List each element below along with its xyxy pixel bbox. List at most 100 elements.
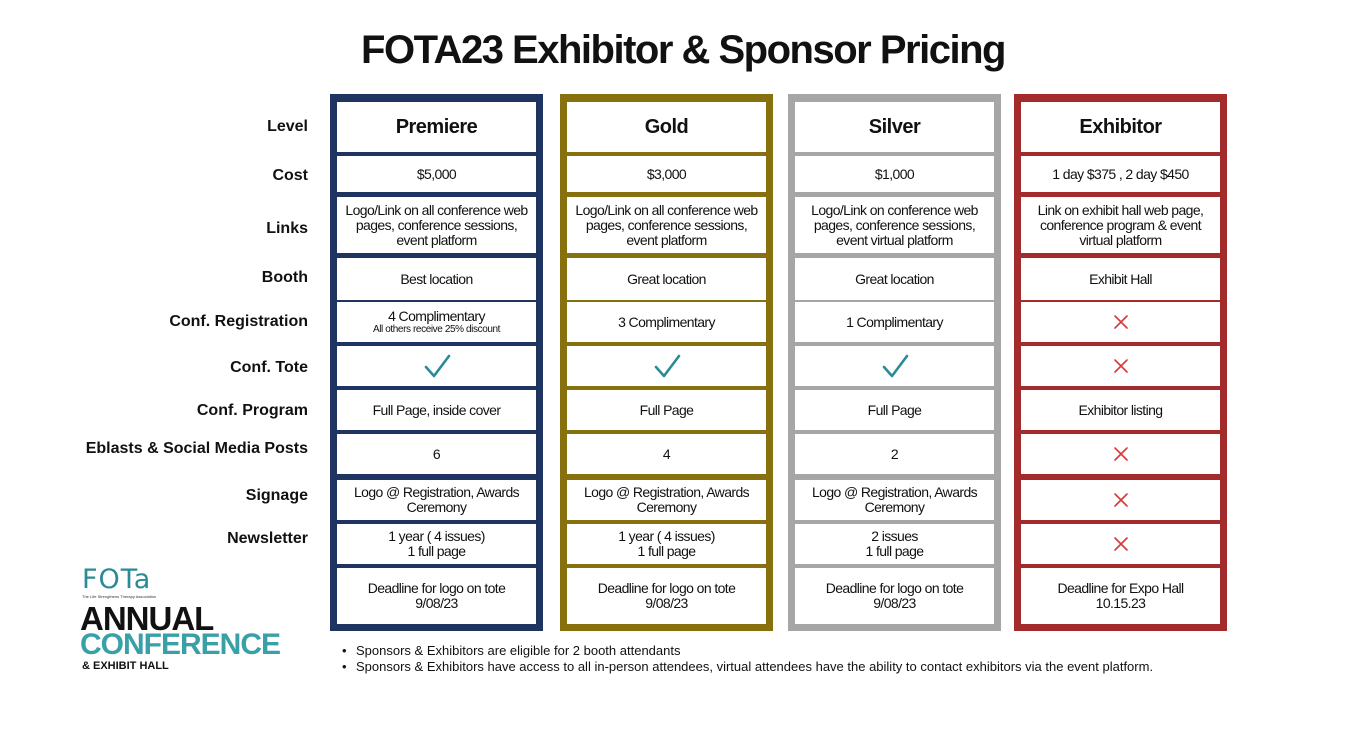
tier-newsletter: 2 issues 1 full page	[795, 524, 994, 564]
row-labels: Level Cost Links Booth Conf. Registratio…	[0, 0, 330, 734]
x-mark-icon	[1113, 315, 1128, 329]
tier-tote	[567, 346, 766, 386]
deadline-date: 10.15.23	[1095, 595, 1146, 611]
label-links: Links	[266, 220, 308, 237]
newsletter-size: 1 full page	[407, 543, 466, 559]
registration-note: All others receive 25% discount	[372, 324, 501, 335]
tier-deadline: Deadline for logo on tote 9/08/23	[795, 568, 994, 624]
newsletter-size: 1 full page	[637, 543, 696, 559]
program-text: Full Page, inside cover	[372, 401, 501, 418]
tier-signage: Logo @ Registration, Awards Ceremony	[567, 480, 766, 520]
tier-booth: Great location	[567, 258, 766, 300]
x-mark-icon	[1113, 493, 1128, 507]
tier-signage: Logo @ Registration, Awards Ceremony	[795, 480, 994, 520]
tier-deadline: Deadline for Expo Hall 10.15.23	[1021, 568, 1220, 624]
tier-signage: Logo @ Registration, Awards Ceremony	[337, 480, 536, 520]
checkmark-icon	[424, 354, 450, 378]
tier-column-gold: Gold $3,000 Logo/Link on all conference …	[560, 94, 773, 631]
deadline-text: Deadline for logo on tote	[825, 580, 964, 596]
tier-deadline: Deadline for logo on tote 9/08/23	[337, 568, 536, 624]
registration-text: 4 Complimentary	[388, 308, 485, 324]
notes-list: Sponsors & Exhibitors are eligible for 2…	[340, 643, 1340, 675]
tier-cost: $5,000	[337, 156, 536, 192]
checkmark-icon	[882, 354, 908, 378]
tier-eblasts	[1021, 434, 1220, 474]
tier-booth: Exhibit Hall	[1021, 258, 1220, 300]
label-eblasts: Eblasts & Social Media Posts	[85, 440, 308, 457]
eblasts-text: 2	[890, 445, 899, 462]
label-level: Level	[267, 118, 308, 135]
tier-deadline: Deadline for logo on tote 9/08/23	[567, 568, 766, 624]
tier-links: Link on exhibit hall web page, conferenc…	[1021, 197, 1220, 253]
links-text: Logo/Link on conference web pages, confe…	[811, 201, 978, 248]
newsletter-duration: 2 issues	[871, 528, 918, 544]
booth-text: Great location	[855, 270, 934, 287]
newsletter-duration: 1 year ( 4 issues)	[388, 528, 485, 544]
label-tote: Conf. Tote	[230, 359, 308, 376]
name-text: Premiere	[395, 115, 478, 138]
tier-signage	[1021, 480, 1220, 520]
logo-exhibit-hall: & EXHIBIT HALL	[82, 660, 169, 672]
tier-registration: 3 Complimentary	[567, 302, 766, 342]
registration-text: 3 Complimentary	[618, 313, 715, 330]
tier-registration: 4 Complimentary All others receive 25% di…	[337, 302, 536, 342]
name-text: Gold	[644, 115, 689, 138]
fota-tagline: The Life Strengthens Therapy Association	[82, 594, 157, 599]
label-signage: Signage	[245, 487, 308, 504]
tier-cost: $1,000	[795, 156, 994, 192]
tier-newsletter: 1 year ( 4 issues) 1 full page	[567, 524, 766, 564]
tier-cost: 1 day $375 , 2 day $450	[1021, 156, 1220, 192]
cost-text: $1,000	[874, 165, 915, 182]
logo-conference: CONFERENCE	[80, 628, 281, 661]
deadline-date: 9/08/23	[645, 595, 688, 611]
fota-logo: FOTa The Life Strengthens Therapy Associ…	[80, 564, 281, 679]
tier-registration: 1 Complimentary	[795, 302, 994, 342]
note-item: Sponsors & Exhibitors have access to all…	[340, 659, 1340, 675]
tier-program: Full Page, inside cover	[337, 390, 536, 430]
x-mark-icon	[1113, 537, 1128, 551]
tier-booth: Great location	[795, 258, 994, 300]
eblasts-text: 6	[432, 445, 441, 462]
tier-registration	[1021, 302, 1220, 342]
fota-mark: FOTa	[82, 564, 152, 595]
signage-text: Logo @ Registration, Awards Ceremony	[353, 484, 520, 515]
tier-tote	[795, 346, 994, 386]
deadline-date: 9/08/23	[873, 595, 916, 611]
logo-annual: ANNUAL	[80, 600, 214, 637]
tier-newsletter: 1 year ( 4 issues) 1 full page	[337, 524, 536, 564]
tier-column-exhibitor: Exhibitor 1 day $375 , 2 day $450 Link o…	[1014, 94, 1227, 631]
name-text: Silver	[868, 115, 921, 138]
signage-text: Logo @ Registration, Awards Ceremony	[583, 484, 750, 515]
note-item: Sponsors & Exhibitors are eligible for 2…	[340, 643, 1340, 659]
booth-text: Exhibit Hall	[1089, 270, 1152, 287]
tier-cost: $3,000	[567, 156, 766, 192]
x-mark-icon	[1113, 447, 1128, 461]
deadline-text: Deadline for Expo Hall	[1057, 580, 1184, 596]
newsletter-duration: 1 year ( 4 issues)	[618, 528, 715, 544]
label-booth: Booth	[261, 269, 308, 286]
booth-text: Best location	[400, 270, 473, 287]
tier-name: Premiere	[337, 102, 536, 152]
eblasts-text: 4	[662, 445, 671, 462]
tier-links: Logo/Link on all conference web pages, c…	[337, 197, 536, 253]
tier-program: Full Page	[795, 390, 994, 430]
deadline-date: 9/08/23	[415, 595, 458, 611]
tier-links: Logo/Link on conference web pages, confe…	[795, 197, 994, 253]
booth-text: Great location	[627, 270, 706, 287]
label-cost: Cost	[272, 167, 308, 184]
program-text: Full Page	[867, 401, 922, 418]
name-text: Exhibitor	[1079, 115, 1162, 138]
tier-booth: Best location	[337, 258, 536, 300]
checkmark-icon	[654, 354, 680, 378]
links-text: Logo/Link on all conference web pages, c…	[575, 201, 758, 248]
registration-text: 1 Complimentary	[846, 313, 943, 330]
tier-name: Silver	[795, 102, 994, 152]
tier-column-premiere: Premiere $5,000 Logo/Link on all confere…	[330, 94, 543, 631]
tier-links: Logo/Link on all conference web pages, c…	[567, 197, 766, 253]
tier-eblasts: 4	[567, 434, 766, 474]
tier-name: Exhibitor	[1021, 102, 1220, 152]
page-title-text: FOTA23 Exhibitor & Sponsor Pricing	[361, 28, 1006, 72]
program-text: Full Page	[639, 401, 694, 418]
cost-text: $5,000	[416, 165, 457, 182]
tier-tote	[337, 346, 536, 386]
